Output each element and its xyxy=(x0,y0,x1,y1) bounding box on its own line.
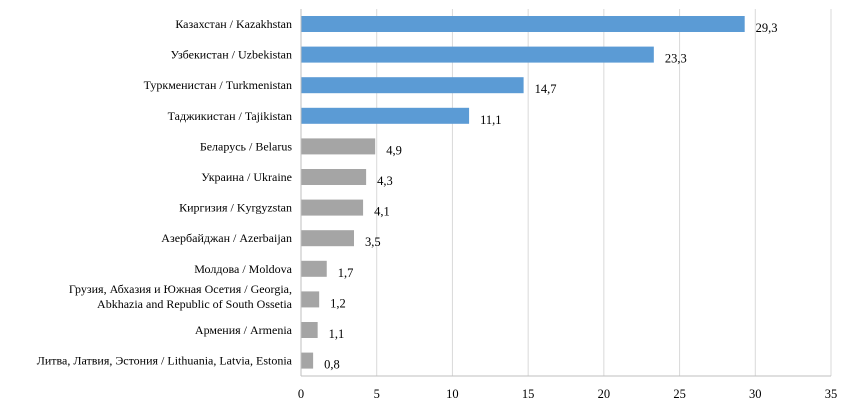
category-label: Литва, Латвия, Эстония / Lithuania, Latv… xyxy=(37,354,293,368)
bar xyxy=(301,77,524,94)
data-label: 4,3 xyxy=(377,174,393,188)
x-tick-label: 10 xyxy=(446,387,459,401)
bar xyxy=(301,107,470,124)
category-label: Таджикистан / Tajikistan xyxy=(168,109,292,123)
bars xyxy=(301,16,745,369)
data-label: 4,1 xyxy=(374,205,390,219)
bar xyxy=(301,352,314,369)
category-label: Азербайджан / Azerbaijan xyxy=(161,231,292,245)
data-label: 0,8 xyxy=(324,358,340,372)
bar xyxy=(301,322,318,338)
x-tick-label: 25 xyxy=(673,387,686,401)
category-label: Узбекистан / Uzbekistan xyxy=(171,48,293,62)
x-tick-label: 15 xyxy=(522,387,535,401)
category-label: Беларусь / Belarus xyxy=(200,139,292,153)
bar xyxy=(301,138,376,155)
category-label: Abkhazia and Republic of South Ossetia xyxy=(97,297,293,311)
data-label: 1,7 xyxy=(338,266,354,280)
category-label: Армения / Armenia xyxy=(195,323,293,337)
category-label: Молдова / Moldova xyxy=(194,262,292,276)
x-tick-label: 0 xyxy=(298,387,304,401)
x-tick-label: 35 xyxy=(825,387,838,401)
gridlines xyxy=(376,9,832,376)
data-label: 14,7 xyxy=(535,82,557,96)
bar xyxy=(301,16,745,32)
data-label: 29,3 xyxy=(756,21,778,35)
data-label: 11,1 xyxy=(480,113,501,127)
bar xyxy=(301,230,354,247)
x-tick-label: 30 xyxy=(749,387,762,401)
data-label: 1,2 xyxy=(330,296,346,310)
data-label: 1,1 xyxy=(329,327,345,341)
value-labels: 29,3 23,3 14,7 11,1 4,9 4,3 4,1 3,5 1,7 1,2 1,1 0,8 xyxy=(324,21,777,372)
data-label: 23,3 xyxy=(665,52,687,66)
category-labels: Казахстан / Kazakhstan Узбекистан / Uzbek… xyxy=(37,17,293,368)
category-label: Туркменистан / Turkmenistan xyxy=(144,78,292,92)
x-tick-label: 5 xyxy=(374,387,380,401)
bar xyxy=(301,199,364,216)
bar xyxy=(301,291,320,308)
bar xyxy=(301,169,367,185)
category-label: Украина / Ukraine xyxy=(201,170,292,184)
bar xyxy=(301,260,327,277)
category-label: Казахстан / Kazakhstan xyxy=(175,17,292,31)
category-label: Грузия, Абхазия и Южная Осетия / Georgia… xyxy=(69,282,292,296)
x-axis: 0 5 10 15 20 25 30 35 xyxy=(298,9,837,401)
data-label: 4,9 xyxy=(386,143,402,157)
category-label: Киргизия / Kyrgyzstan xyxy=(179,201,292,215)
x-tick-label: 20 xyxy=(598,387,611,401)
data-label: 3,5 xyxy=(365,235,381,249)
bar xyxy=(301,46,654,63)
